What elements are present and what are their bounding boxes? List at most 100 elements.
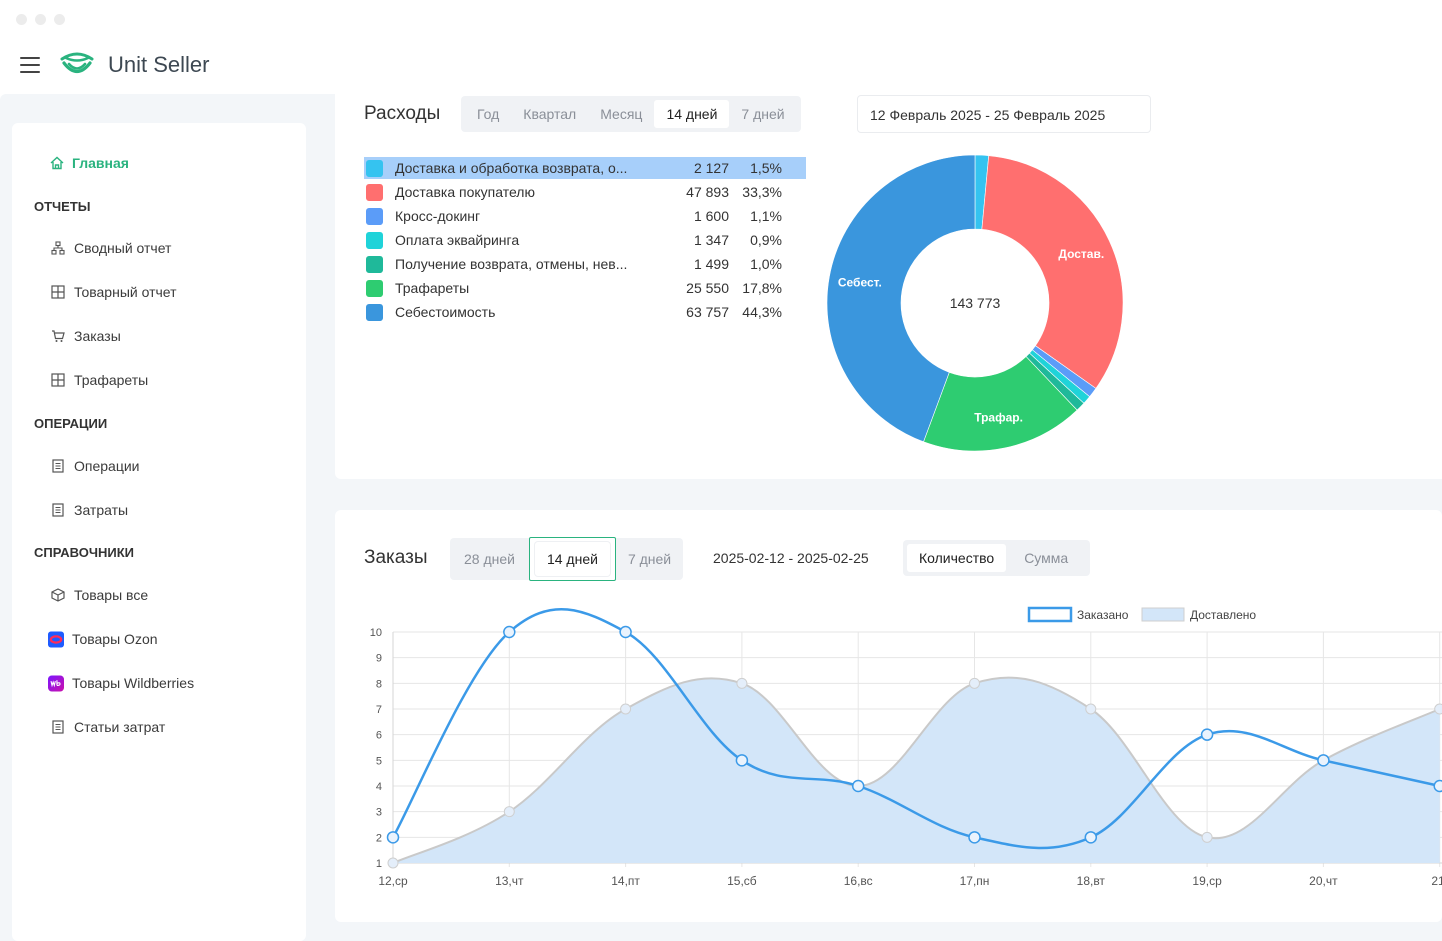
expense-percent: 1,5%: [750, 160, 782, 176]
period-option-14-days[interactable]: 14 дней: [654, 100, 730, 128]
expense-value: 1 499: [693, 256, 729, 272]
legend-swatch: [366, 231, 383, 249]
donut-slice[interactable]: [923, 356, 1078, 452]
metric-option-quantity[interactable]: Количество: [907, 544, 1007, 572]
wildberries-icon: [48, 675, 64, 691]
expense-value: 2 127: [693, 160, 729, 176]
list-icon: [50, 719, 66, 735]
window-controls: [16, 14, 65, 25]
ordered-point[interactable]: [1200, 728, 1214, 741]
cart-icon: [50, 328, 66, 344]
expense-legend-row[interactable]: Трафареты 25 550 17,8%: [364, 277, 806, 299]
orders-period-active-frame: 14 дней: [528, 536, 616, 581]
y-tick-label: 2: [376, 832, 382, 844]
list-icon: [50, 458, 66, 474]
y-tick-label: 10: [370, 627, 382, 639]
orders-period-selector: 28 дней 14 дней 7 дней: [450, 536, 684, 581]
sidebar-item-all-products[interactable]: Товары все: [50, 587, 148, 603]
expense-value: 63 757: [686, 304, 729, 320]
expense-legend-row[interactable]: Оплата эквайринга 1 347 0,9%: [364, 229, 806, 251]
sidebar-item-stencils[interactable]: Трафареты: [50, 372, 148, 388]
x-tick-label: 21,: [1431, 874, 1442, 888]
x-tick-label: 18,вт: [1077, 874, 1106, 888]
legend-label-ordered[interactable]: Заказано: [1077, 608, 1129, 622]
window-dot: [54, 14, 65, 25]
legend-swatch-ordered[interactable]: [1027, 606, 1073, 623]
delivered-point[interactable]: [969, 677, 980, 689]
donut-slice[interactable]: [981, 155, 1124, 389]
orders-period-14-days[interactable]: 14 дней: [534, 541, 610, 576]
donut-total: 143 773: [950, 295, 1001, 311]
logo-icon: [60, 52, 94, 74]
ordered-point[interactable]: [1084, 831, 1098, 844]
orders-title: Заказы: [364, 547, 428, 568]
sidebar-item-label: Главная: [72, 155, 129, 171]
sidebar-item-costs[interactable]: Затраты: [50, 502, 128, 518]
window-dot: [35, 14, 46, 25]
delivered-point[interactable]: [1201, 831, 1213, 843]
sidebar-item-label: Сводный отчет: [74, 240, 172, 256]
delivered-point[interactable]: [736, 677, 748, 689]
hierarchy-icon: [50, 240, 66, 256]
x-tick-label: 19,ср: [1192, 874, 1222, 888]
delivered-point[interactable]: [503, 806, 515, 818]
y-tick-label: 4: [376, 781, 382, 793]
delivered-point[interactable]: [620, 703, 632, 715]
period-option-year[interactable]: Год: [477, 106, 500, 122]
expense-legend-row[interactable]: Получение возврата, отмены, нев... 1 499 1…: [364, 253, 806, 275]
donut-slice[interactable]: [826, 154, 976, 443]
sidebar-item-label: Товары Ozon: [72, 631, 158, 647]
x-tick-label: 15,сб: [727, 874, 757, 888]
orders-date-range[interactable]: 2025-02-12 - 2025-02-25: [713, 550, 869, 566]
ordered-point[interactable]: [619, 625, 632, 639]
x-tick-label: 12,ср: [378, 874, 408, 888]
y-tick-label: 9: [376, 653, 382, 665]
ordered-point[interactable]: [386, 831, 400, 844]
ordered-point[interactable]: [735, 754, 749, 767]
metric-option-sum[interactable]: Сумма: [1024, 550, 1069, 566]
sidebar-item-operations[interactable]: Операции: [50, 458, 140, 474]
expense-percent: 0,9%: [750, 232, 782, 248]
x-tick-label: 17,пн: [960, 874, 990, 888]
delivered-area: [393, 677, 1440, 863]
sidebar-item-product-report[interactable]: Товарный отчет: [50, 284, 177, 300]
chart-legend: Заказано Доставлено: [1027, 606, 1256, 623]
delivered-point[interactable]: [1085, 703, 1097, 715]
ozon-icon: [48, 631, 64, 647]
expense-legend-row[interactable]: Кросс-докинг 1 600 1,1%: [364, 205, 806, 227]
box-icon: [50, 587, 66, 603]
sidebar-item-cost-items[interactable]: Статьи затрат: [50, 719, 165, 735]
legend-label-delivered[interactable]: Доставлено: [1190, 608, 1256, 622]
menu-icon[interactable]: [20, 57, 40, 73]
sidebar-item-home[interactable]: Главная: [50, 155, 129, 171]
delivered-point[interactable]: [1434, 703, 1442, 715]
expense-value: 25 550: [686, 280, 729, 296]
legend-swatch: [366, 183, 383, 201]
ordered-point[interactable]: [503, 625, 516, 639]
delivered-point[interactable]: [387, 857, 399, 869]
orders-period-28-days[interactable]: 28 дней: [464, 551, 515, 567]
ordered-point[interactable]: [1433, 779, 1442, 793]
expenses-date-range[interactable]: 12 Февраль 2025 - 25 Февраль 2025: [857, 95, 1151, 133]
sidebar-item-orders[interactable]: Заказы: [50, 328, 121, 344]
period-option-quarter[interactable]: Квартал: [523, 106, 577, 122]
y-tick-label: 8: [376, 678, 382, 690]
expense-legend-row[interactable]: Себестоимость 63 757 44,3%: [364, 301, 806, 323]
sidebar-item-ozon-products[interactable]: Товары Ozon: [48, 631, 158, 647]
sidebar-item-wildberries-products[interactable]: Товары Wildberries: [48, 675, 194, 691]
legend-swatch-delivered[interactable]: [1141, 607, 1185, 622]
period-option-month[interactable]: Месяц: [600, 106, 643, 122]
brand-name: Unit Seller: [108, 52, 210, 77]
sidebar-section-title: СПРАВОЧНИКИ: [34, 545, 134, 560]
expense-legend-row[interactable]: Доставка покупателю 47 893 33,3%: [364, 181, 806, 203]
ordered-point[interactable]: [851, 779, 865, 793]
donut-slice-label: Себест.: [838, 275, 882, 289]
ordered-point[interactable]: [968, 831, 981, 844]
ordered-point[interactable]: [1317, 754, 1330, 767]
expense-legend-row[interactable]: Доставка и обработка возврата, о... 2 127…: [364, 157, 806, 179]
legend-swatch: [366, 303, 383, 321]
period-option-7-days[interactable]: 7 дней: [741, 106, 785, 122]
orders-period-7-days[interactable]: 7 дней: [627, 551, 672, 567]
expenses-donut-chart: Достав. Трафар. Себест. 143 773: [826, 154, 1124, 452]
sidebar-item-summary-report[interactable]: Сводный отчет: [50, 240, 171, 256]
